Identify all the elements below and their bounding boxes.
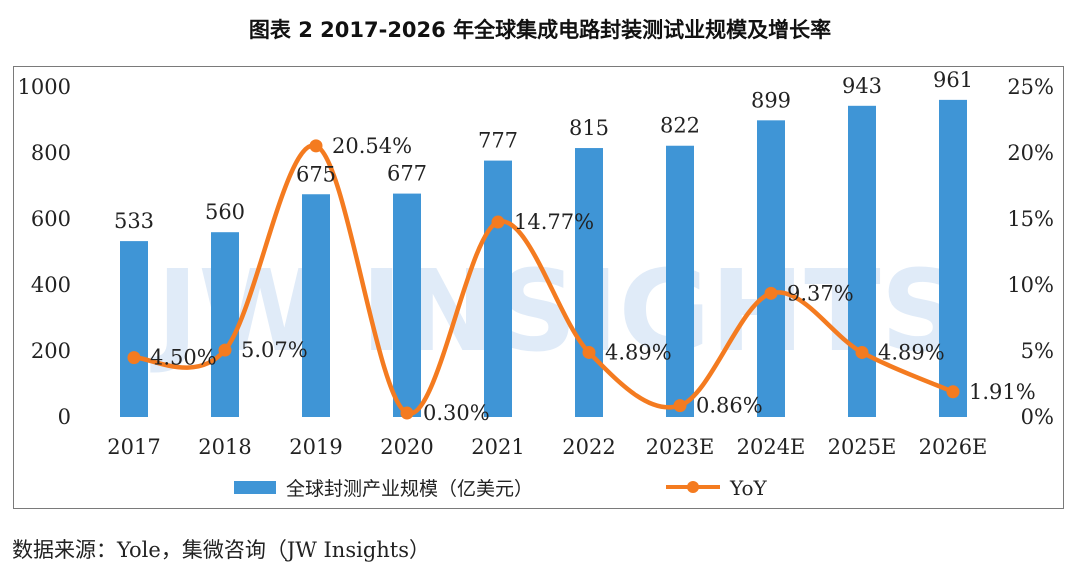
yoy-data-label: 20.54% bbox=[332, 134, 412, 158]
yoy-data-label: 4.89% bbox=[878, 340, 945, 364]
right-axis-tick-label: 15% bbox=[1007, 207, 1054, 231]
bar bbox=[666, 145, 694, 417]
x-axis-tick-label: 2020 bbox=[380, 435, 433, 459]
yoy-data-label: 1.91% bbox=[969, 380, 1036, 404]
bar bbox=[393, 193, 421, 417]
left-axis-tick-label: 200 bbox=[31, 339, 71, 363]
legend-line-marker bbox=[687, 481, 699, 493]
bar-data-label: 815 bbox=[569, 116, 609, 140]
yoy-point bbox=[127, 351, 141, 365]
bar-data-label: 961 bbox=[933, 68, 973, 92]
bar bbox=[575, 148, 603, 418]
bar bbox=[939, 99, 967, 417]
watermark: JW INSIGHTS bbox=[150, 247, 962, 377]
yoy-point bbox=[946, 385, 960, 399]
right-axis-tick-label: 25% bbox=[1007, 75, 1054, 99]
left-axis-tick-label: 600 bbox=[31, 207, 71, 231]
right-axis-tick-label: 5% bbox=[1021, 339, 1054, 363]
yoy-line-series bbox=[127, 139, 960, 420]
bar bbox=[848, 105, 876, 417]
yoy-point bbox=[309, 139, 323, 153]
yoy-data-label: 4.89% bbox=[605, 340, 672, 364]
left-axis-tick-label: 0 bbox=[58, 405, 71, 429]
yoy-point bbox=[673, 399, 687, 413]
x-axis-tick-label: 2022 bbox=[562, 435, 615, 459]
left-axis-ticks: 0 200 400 600 800 1000 bbox=[18, 75, 71, 429]
bar-series bbox=[120, 99, 967, 418]
bar bbox=[211, 232, 239, 417]
x-axis-tick-label: 2026E bbox=[919, 435, 988, 459]
x-axis-tick-label: 2021 bbox=[471, 435, 524, 459]
right-axis-tick-label: 10% bbox=[1007, 273, 1054, 297]
left-axis-tick-label: 1000 bbox=[18, 75, 71, 99]
yoy-data-label: 0.30% bbox=[423, 401, 490, 425]
legend-bar-label: 全球封测产业规模（亿美元） bbox=[286, 478, 533, 500]
right-axis-ticks: 0% 5% 10% 15% 20% 25% bbox=[1007, 75, 1054, 429]
bar-data-label: 943 bbox=[842, 74, 882, 98]
yoy-data-label: 14.77% bbox=[514, 210, 594, 234]
bar-data-label: 560 bbox=[205, 200, 245, 224]
bar-data-label: 677 bbox=[387, 162, 427, 186]
yoy-point bbox=[855, 345, 869, 359]
yoy-point bbox=[582, 345, 596, 359]
chart-title: 图表 2 2017-2026 年全球集成电路封装测试业规模及增长率 bbox=[248, 18, 832, 42]
yoy-point bbox=[400, 406, 414, 420]
bar bbox=[302, 194, 330, 417]
data-source-note: 数据来源：Yole，集微咨询（JW Insights） bbox=[12, 538, 430, 562]
x-axis-ticks: 2017 2018 2019 2020 2021 2022 2023E 2024E 2025E 2… bbox=[107, 435, 987, 459]
legend: 全球封测产业规模（亿美元） YoY bbox=[234, 476, 768, 500]
bar bbox=[120, 241, 148, 417]
bar-data-label: 822 bbox=[660, 114, 700, 138]
chart-frame: JW INSIGHTS 0 200 400 600 800 1000 0% 5% 10% 15%… bbox=[13, 66, 1064, 509]
x-axis-tick-label: 2017 bbox=[107, 435, 160, 459]
left-axis-tick-label: 400 bbox=[31, 273, 71, 297]
x-axis-tick-label: 2024E bbox=[737, 435, 806, 459]
bar-data-label: 675 bbox=[296, 162, 336, 186]
yoy-data-label: 0.86% bbox=[696, 394, 763, 418]
yoy-data-label: 5.07% bbox=[241, 338, 308, 362]
right-axis-tick-label: 0% bbox=[1021, 405, 1054, 429]
chart-svg: JW INSIGHTS 0 200 400 600 800 1000 0% 5% 10% 15%… bbox=[18, 68, 1054, 500]
right-axis-tick-label: 20% bbox=[1007, 141, 1054, 165]
x-axis-tick-label: 2018 bbox=[198, 435, 251, 459]
line-data-labels: 4.50% 5.07% 20.54% 0.30% 14.77% 4.89% 0.86% 9.3… bbox=[150, 134, 1036, 425]
bar-data-label: 533 bbox=[114, 209, 154, 233]
bar bbox=[484, 160, 512, 417]
x-axis-tick-label: 2023E bbox=[646, 435, 715, 459]
bar-data-label: 777 bbox=[478, 129, 518, 153]
x-axis-tick-label: 2025E bbox=[828, 435, 897, 459]
bar-data-labels: 533 560 675 677 777 815 822 899 943 961 bbox=[114, 68, 973, 233]
x-axis-tick-label: 2019 bbox=[289, 435, 342, 459]
bar bbox=[757, 120, 785, 417]
bar-data-label: 899 bbox=[751, 88, 791, 112]
legend-bar-swatch bbox=[234, 481, 276, 494]
yoy-point bbox=[491, 215, 505, 229]
yoy-point bbox=[764, 286, 778, 300]
yoy-data-label: 4.50% bbox=[150, 346, 217, 370]
legend-line-label: YoY bbox=[729, 476, 768, 500]
yoy-data-label: 9.37% bbox=[787, 281, 854, 305]
left-axis-tick-label: 800 bbox=[31, 141, 71, 165]
yoy-point bbox=[218, 343, 232, 357]
